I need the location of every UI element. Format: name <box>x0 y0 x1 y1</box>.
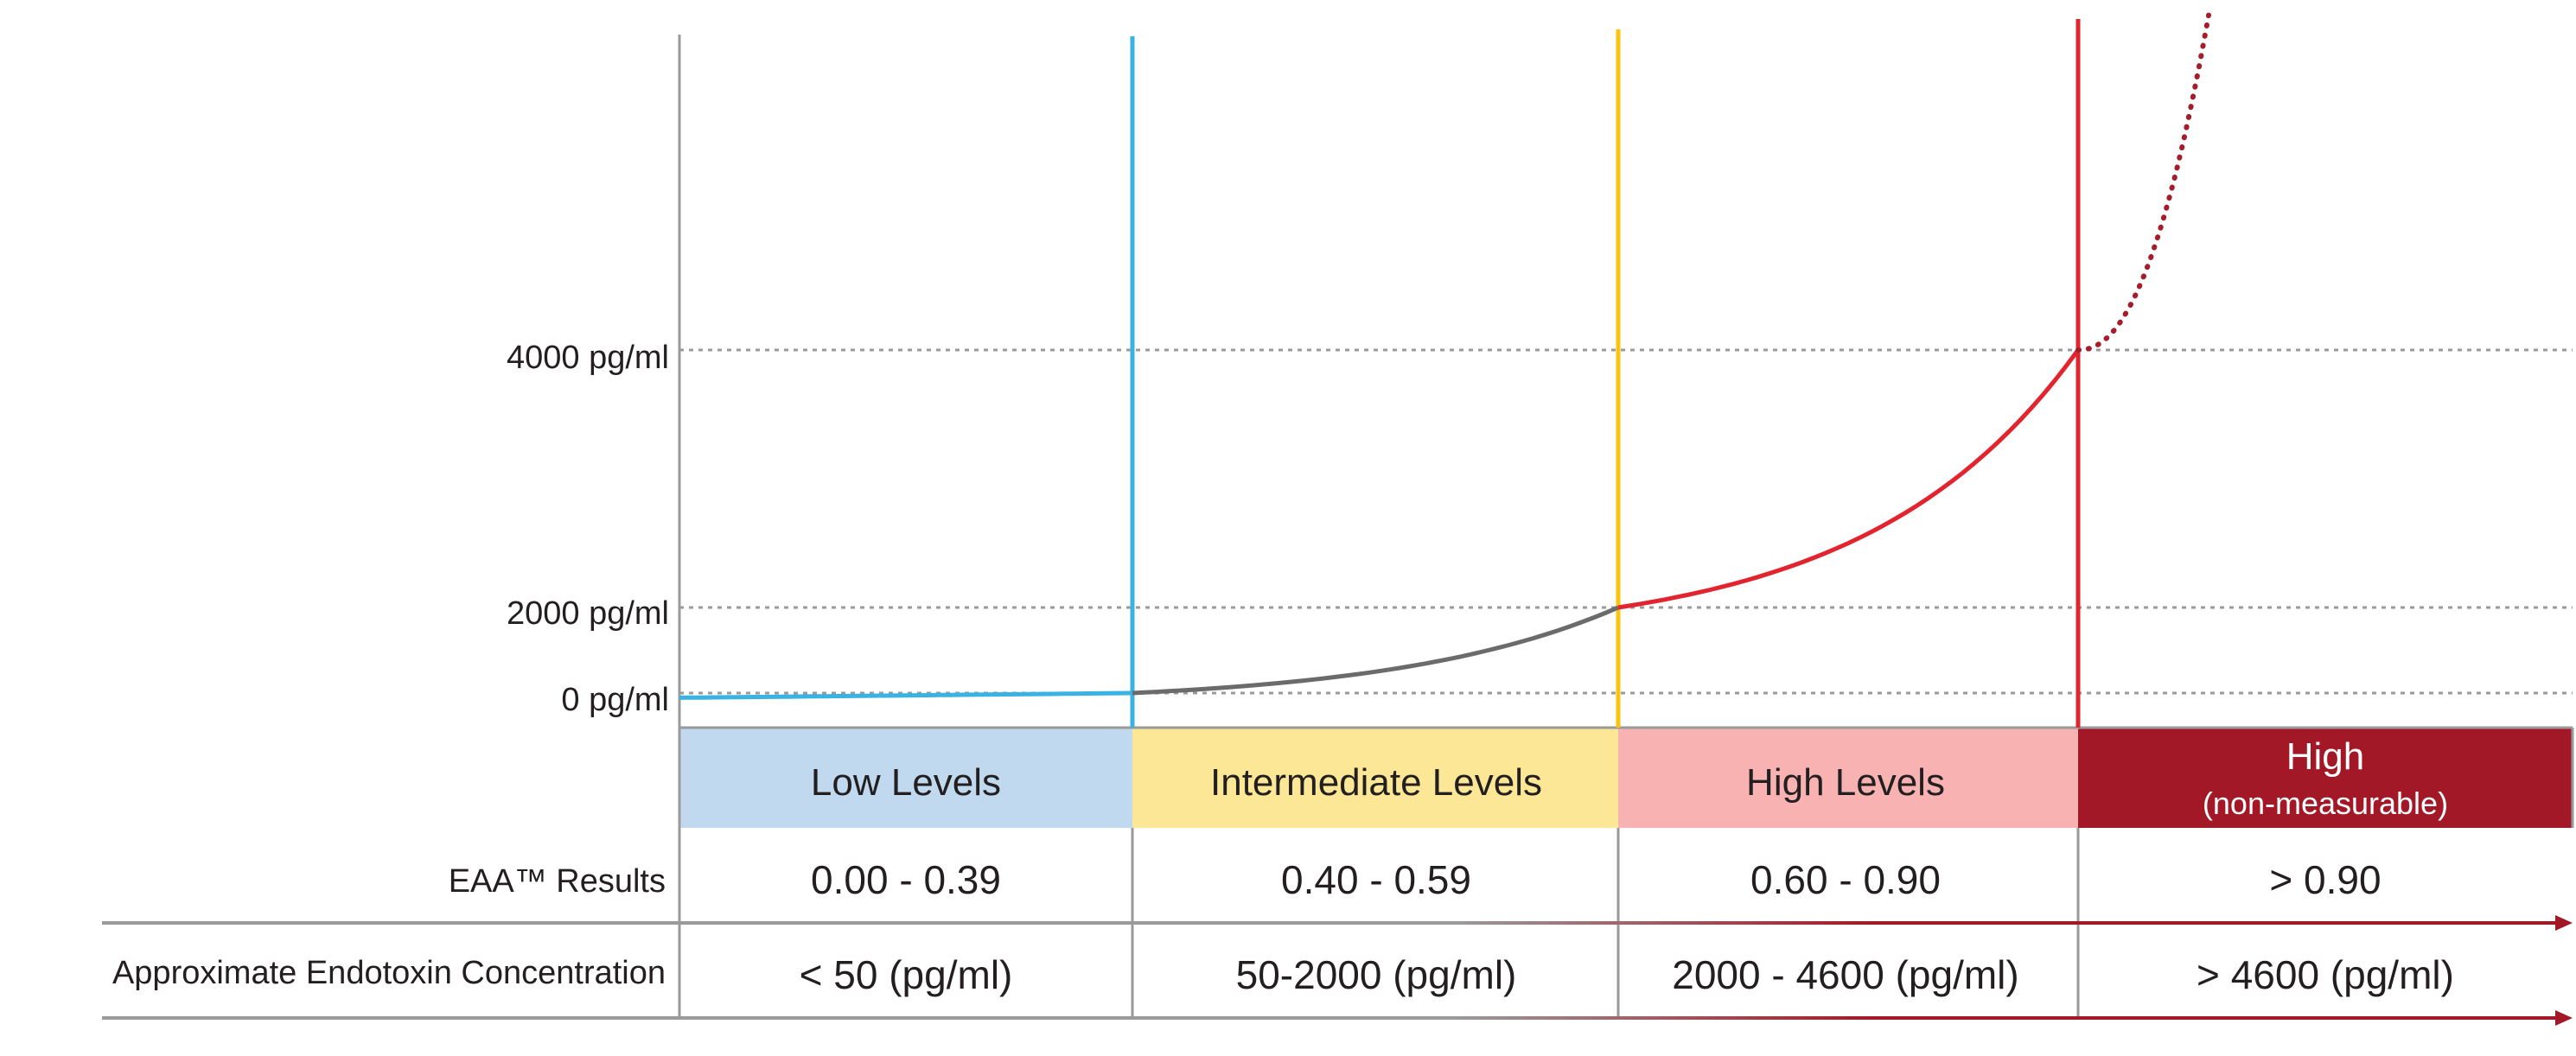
eaa-value-non-measurable: > 0.90 <box>2269 857 2381 902</box>
category-band-0 <box>679 728 1132 828</box>
endotoxin-row-arrow-head <box>2555 1010 2573 1026</box>
curve-segment-intermediate <box>1132 605 1619 696</box>
eaa-row-arrow-head <box>2555 915 2573 931</box>
curve-segment-low <box>679 690 1133 700</box>
y-tick-label-2000: 2000 pg/ml <box>507 595 669 632</box>
curve-segment-non-measurable <box>2075 12 2211 353</box>
category-label-intermediate: Intermediate Levels <box>1210 761 1542 804</box>
row-label-endotoxin: Approximate Endotoxin Concentration <box>112 955 666 991</box>
category-band-2 <box>1618 728 2078 828</box>
y-tick-label-4000: 4000 pg/ml <box>507 340 669 376</box>
category-label-non-measurable: High <box>2286 735 2365 778</box>
category-band-3 <box>2078 728 2573 828</box>
category-sublabel-non-measurable: (non-measurable) <box>2203 786 2448 821</box>
row-label-eaa: EAA™ Results <box>449 863 666 900</box>
endotoxin-value-non-measurable: > 4600 (pg/ml) <box>2197 952 2454 997</box>
category-label-low: Low Levels <box>811 761 1001 804</box>
eaa-value-high: 0.60 - 0.90 <box>1750 857 1941 902</box>
endotoxin-row-arrow-shaft <box>102 1016 2564 1020</box>
y-tick-label-0: 0 pg/ml <box>561 682 669 718</box>
endotoxin-value-intermediate: 50-2000 (pg/ml) <box>1236 952 1517 997</box>
category-label-high: High Levels <box>1746 761 1945 804</box>
endotoxin-value-low: < 50 (pg/ml) <box>800 952 1013 997</box>
category-band-1 <box>1132 728 1618 828</box>
curve-segment-high <box>1617 348 2081 610</box>
eaa-row-arrow-shaft <box>102 921 2564 925</box>
endotoxin-value-high: 2000 - 4600 (pg/ml) <box>1672 952 2018 997</box>
eaa-value-intermediate: 0.40 - 0.59 <box>1281 857 1471 902</box>
eaa-value-low: 0.00 - 0.39 <box>811 857 1001 902</box>
